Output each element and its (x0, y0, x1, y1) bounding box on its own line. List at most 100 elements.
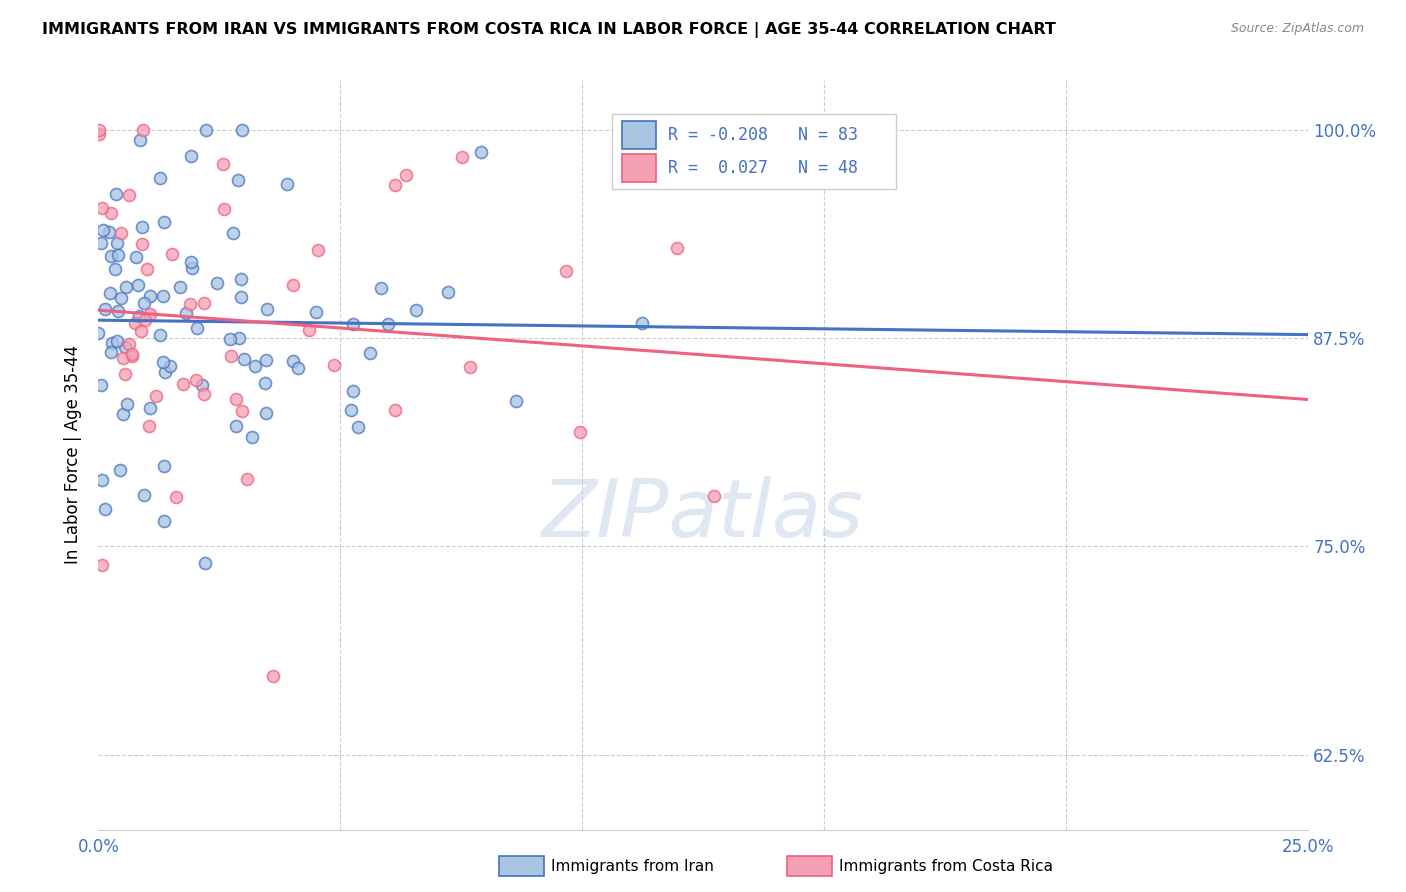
Point (193, 295, 215, 310)
Point (276, 178, 298, 192)
Point (190, 377, 212, 392)
Point (139, 401, 162, 415)
Point (132, 296, 155, 310)
Point (138, 307, 160, 321)
Point (470, 145, 492, 159)
Point (87, 326, 110, 340)
Point (225, 419, 247, 434)
Point (405, 303, 427, 318)
Point (153, 365, 176, 379)
Point (437, 285, 460, 299)
Text: ZIPatlas: ZIPatlas (541, 475, 865, 554)
Point (90, 236, 112, 251)
Point (121, 349, 143, 363)
Point (100, 336, 122, 351)
Point (153, 514, 176, 528)
Point (145, 389, 167, 403)
Point (94, 301, 117, 316)
Point (179, 297, 201, 311)
Point (134, 488, 156, 502)
Point (90, 473, 112, 487)
Text: R =  0.027   N = 48: R = 0.027 N = 48 (668, 159, 858, 177)
Point (127, 277, 149, 292)
Point (194, 557, 217, 571)
Point (138, 289, 160, 303)
Point (184, 373, 207, 387)
Point (129, 133, 152, 147)
Point (105, 334, 128, 348)
Point (298, 323, 321, 337)
Text: IMMIGRANTS FROM IRAN VS IMMIGRANTS FROM COSTA RICA IN LABOR FORCE | AGE 35-44 CO: IMMIGRANTS FROM IRAN VS IMMIGRANTS FROM … (42, 22, 1056, 38)
Point (221, 349, 243, 363)
Point (569, 425, 592, 440)
Point (159, 359, 181, 374)
Point (110, 463, 132, 477)
Bar (621, 153, 655, 182)
Point (169, 280, 191, 294)
Point (107, 248, 129, 262)
Point (195, 123, 218, 137)
Point (152, 289, 174, 303)
Point (231, 123, 253, 137)
Point (193, 387, 215, 401)
Point (115, 396, 138, 410)
Point (180, 148, 202, 162)
Point (347, 419, 370, 434)
Point (114, 340, 136, 354)
Point (104, 261, 127, 276)
Point (229, 271, 252, 285)
Point (132, 123, 155, 137)
Point (90, 377, 112, 392)
Point (212, 157, 235, 171)
Point (100, 345, 122, 359)
Point (505, 393, 527, 408)
Point (384, 403, 406, 417)
Point (370, 280, 392, 294)
Y-axis label: In Labor Force | Age 35-44: In Labor Force | Age 35-44 (65, 345, 83, 565)
Point (152, 458, 174, 473)
Point (125, 250, 148, 264)
Point (129, 324, 152, 338)
Point (110, 291, 132, 305)
Point (112, 351, 135, 365)
Point (124, 316, 146, 330)
Point (128, 310, 150, 324)
Point (98, 286, 121, 301)
Point (118, 337, 141, 351)
Point (93, 501, 115, 516)
Point (105, 186, 128, 201)
Point (212, 202, 235, 217)
FancyBboxPatch shape (613, 114, 897, 189)
Point (110, 226, 132, 240)
Point (254, 406, 277, 420)
Point (229, 290, 252, 304)
Point (87, 127, 110, 141)
Point (360, 345, 382, 359)
Point (256, 301, 278, 316)
Point (152, 215, 174, 229)
Point (307, 243, 329, 257)
Point (131, 236, 153, 251)
Point (287, 361, 309, 376)
Point (384, 178, 406, 192)
Point (180, 255, 202, 269)
Bar (621, 120, 655, 149)
Point (162, 247, 184, 261)
Point (172, 376, 194, 391)
Point (703, 490, 725, 504)
Point (322, 358, 344, 372)
Text: Source: ZipAtlas.com: Source: ZipAtlas.com (1230, 22, 1364, 36)
Point (232, 351, 254, 366)
Point (555, 263, 578, 277)
Point (231, 403, 253, 417)
Point (121, 347, 143, 361)
Point (136, 261, 159, 276)
Point (395, 169, 418, 183)
Point (134, 312, 156, 326)
Point (114, 367, 136, 381)
Point (149, 171, 172, 186)
Point (666, 241, 689, 255)
Point (117, 188, 139, 202)
Point (221, 226, 243, 240)
Point (342, 317, 364, 331)
